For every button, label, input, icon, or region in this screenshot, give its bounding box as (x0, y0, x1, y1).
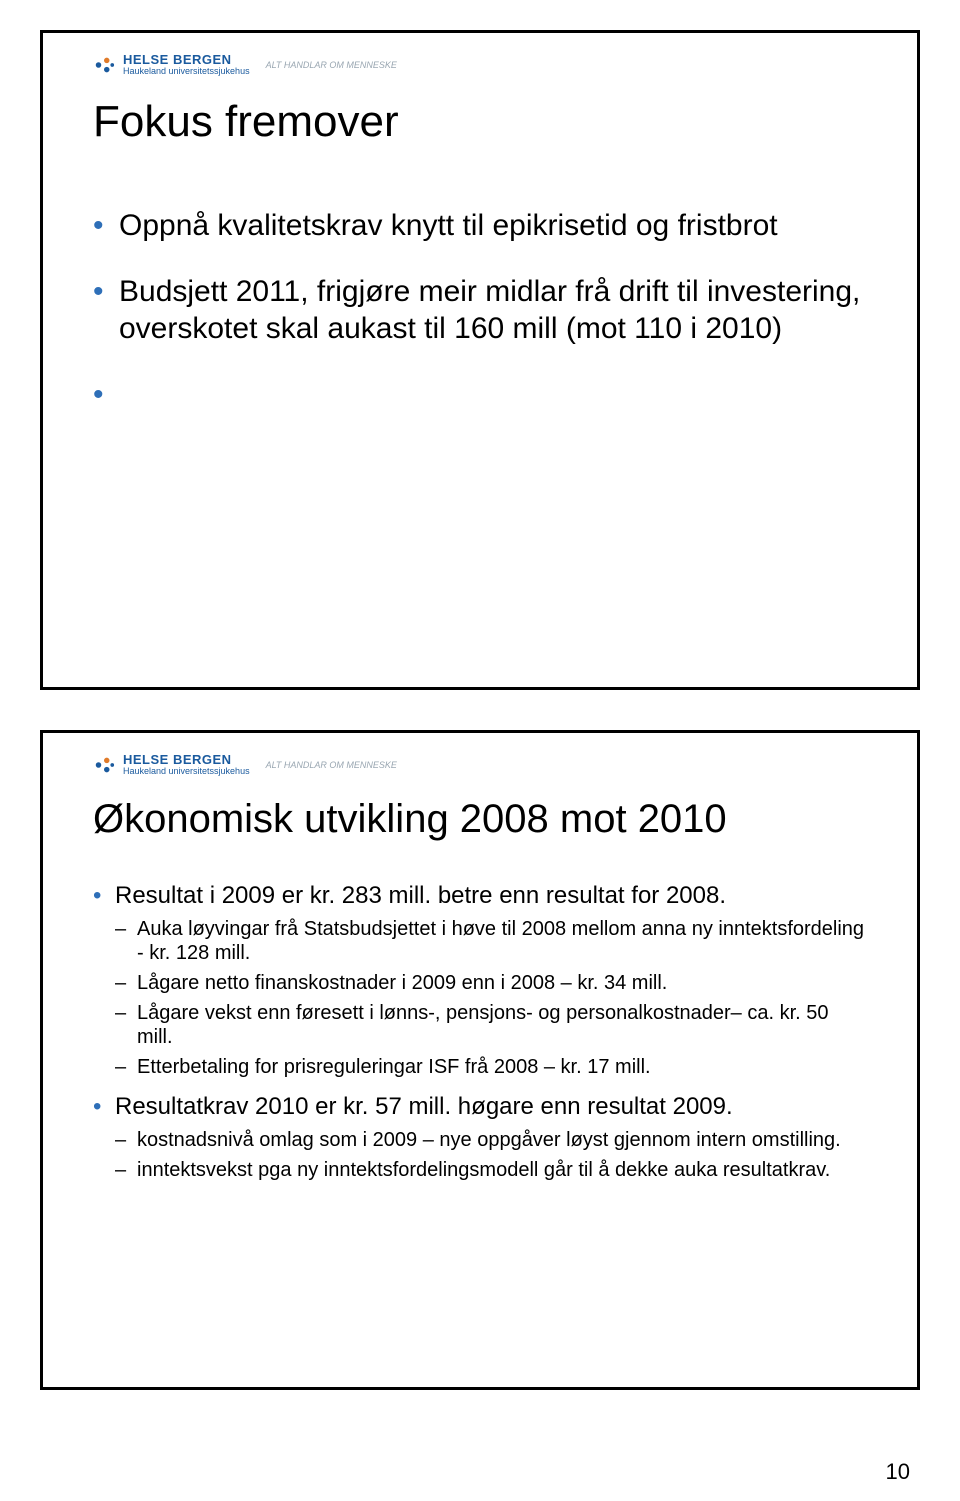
logo-text: HELSE BERGEN Haukeland universitetssjuke… (123, 753, 250, 777)
logo-text: HELSE BERGEN Haukeland universitetssjuke… (123, 53, 250, 77)
page: HELSE BERGEN Haukeland universitetssjuke… (0, 0, 960, 1501)
sub-bullet-item: Auka løyvingar frå Statsbudsjettet i høv… (115, 917, 867, 965)
sub-bullet-item: kostnadsnivå omlag som i 2009 – nye oppg… (115, 1128, 867, 1152)
slide-1-title: Fokus fremover (93, 97, 867, 147)
logo-sub: Haukeland universitetssjukehus (123, 67, 250, 77)
slide-2-items: Resultat i 2009 er kr. 283 mill. betre e… (93, 882, 867, 1182)
logo-brand: HELSE BERGEN (123, 53, 250, 67)
logo-tagline: ALT HANDLAR OM MENNESKE (266, 760, 397, 770)
sub-bullets: kostnadsnivå omlag som i 2009 – nye oppg… (115, 1128, 867, 1182)
sub-bullets: Auka løyvingar frå Statsbudsjettet i høv… (115, 917, 867, 1079)
sub-bullet-item: Lågare vekst enn føresett i lønns-, pens… (115, 1001, 867, 1049)
sub-bullet-item: Lågare netto finanskostnader i 2009 enn … (115, 971, 867, 995)
sub-bullet-item: inntektsvekst pga ny inntektsfordelingsm… (115, 1158, 867, 1182)
logo-icon (93, 54, 115, 76)
bullet-item: Resultat i 2009 er kr. 283 mill. betre e… (93, 882, 867, 1079)
logo-row: HELSE BERGEN Haukeland universitetssjuke… (93, 53, 867, 77)
page-number: 10 (886, 1459, 910, 1485)
logo-brand: HELSE BERGEN (123, 753, 250, 767)
bullet-text: Resultatkrav 2010 er kr. 57 mill. høgare… (115, 1093, 733, 1120)
slide-2-title: Økonomisk utvikling 2008 mot 2010 (93, 797, 867, 842)
logo-sub: Haukeland universitetssjukehus (123, 767, 250, 777)
logo-row: HELSE BERGEN Haukeland universitetssjuke… (93, 753, 867, 777)
bullet-item: Oppnå kvalitetskrav knytt til epikriseti… (93, 207, 867, 245)
slide-1-bullets: Oppnå kvalitetskrav knytt til epikriseti… (93, 207, 867, 348)
sub-bullet-item: Etterbetaling for prisreguleringar ISF f… (115, 1055, 867, 1079)
bullet-item: Resultatkrav 2010 er kr. 57 mill. høgare… (93, 1093, 867, 1182)
logo-icon (93, 754, 115, 776)
bullet-text: Resultat i 2009 er kr. 283 mill. betre e… (115, 882, 726, 909)
slide-2: HELSE BERGEN Haukeland universitetssjuke… (40, 730, 920, 1390)
logo-tagline: ALT HANDLAR OM MENNESKE (266, 60, 397, 70)
bullet-item: Budsjett 2011, frigjøre meir midlar frå … (93, 273, 867, 348)
slide-1: HELSE BERGEN Haukeland universitetssjuke… (40, 30, 920, 690)
